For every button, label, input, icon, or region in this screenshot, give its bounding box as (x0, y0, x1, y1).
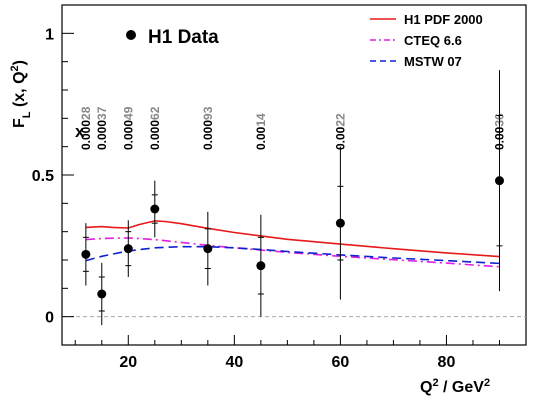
legend: H1 PDF 2000 CTEQ 6.6 MSTW 07 (370, 12, 483, 69)
data-label: H1 Data (148, 27, 219, 48)
x-values-title: x (75, 122, 85, 141)
data-point (123, 244, 133, 254)
x-label-q: Q (420, 379, 432, 396)
x-value-prefix: 0.000 (148, 120, 162, 150)
y-tick-label: 0.5 (32, 168, 54, 185)
x-value-prefix: 0.00 (333, 126, 347, 150)
x-value-digits: 22 (333, 113, 347, 127)
data-points (81, 70, 504, 326)
y-label-end: ) (11, 60, 28, 65)
x-value-prefix: 0.000 (121, 120, 135, 150)
x-value-label: 0.0022 (333, 113, 347, 150)
x-tick-label: 60 (332, 354, 350, 371)
x-value-prefix: 0.00 (254, 126, 268, 150)
legend-label: CTEQ 6.6 (404, 33, 462, 48)
data-point (203, 244, 213, 254)
data-point (335, 218, 345, 228)
x-value-label: 0.0014 (254, 113, 268, 150)
x-value-prefix: 0.000 (95, 120, 109, 150)
x-value-prefix: 0.000 (201, 120, 215, 150)
data-point (494, 176, 504, 186)
x-tick-label: 40 (225, 354, 243, 371)
x-value-label: 0.00028 (79, 106, 93, 150)
legend-label: H1 PDF 2000 (404, 12, 483, 27)
x-tick-label: 80 (438, 354, 456, 371)
y-label-mid: (x, Q (11, 71, 28, 111)
x-tick-label: 20 (119, 354, 137, 371)
x-value-prefix: 0.000 (79, 120, 93, 150)
y-tick-label: 0 (45, 310, 54, 327)
x-value-labels: x0.000280.000370.000490.000620.000930.00… (75, 106, 506, 150)
data-point (81, 249, 91, 259)
x-label-sup: 2 (484, 377, 490, 389)
data-point (256, 261, 266, 271)
x-value-label: 0.00037 (95, 106, 109, 150)
curve-mstw-07 (85, 245, 500, 265)
x-value-digits: 28 (79, 106, 93, 120)
x-label-sup: 2 (432, 377, 438, 389)
y-tick-label: 1 (45, 26, 54, 43)
axes: 20 40 60 80 0 0.5 1 (32, 4, 527, 371)
x-value-digits: 62 (148, 106, 162, 120)
x-value-label: 0.00093 (201, 106, 215, 150)
theory-curves (85, 220, 500, 268)
data-point (150, 204, 160, 214)
y-label-sup: 2 (9, 65, 21, 71)
data-marker-icon (126, 30, 136, 40)
x-value-digits: 49 (121, 106, 135, 120)
data-label-group: H1 Data (126, 27, 219, 48)
legend-label: MSTW 07 (404, 54, 462, 69)
y-label-sub: L (21, 111, 33, 118)
x-label-unit: / GeV (439, 379, 485, 396)
y-axis-label: FL (x, Q2) (9, 60, 33, 128)
x-value-label: 0.00062 (148, 106, 162, 150)
x-value-digits: 14 (254, 113, 268, 127)
data-point (97, 289, 107, 299)
x-value-digits: 93 (201, 106, 215, 120)
curve-h1-pdf-2000 (85, 220, 500, 258)
x-axis-label: Q2 / GeV2 (420, 377, 490, 396)
x-value-digits: 37 (95, 106, 109, 120)
x-value-label: 0.00049 (121, 106, 135, 150)
